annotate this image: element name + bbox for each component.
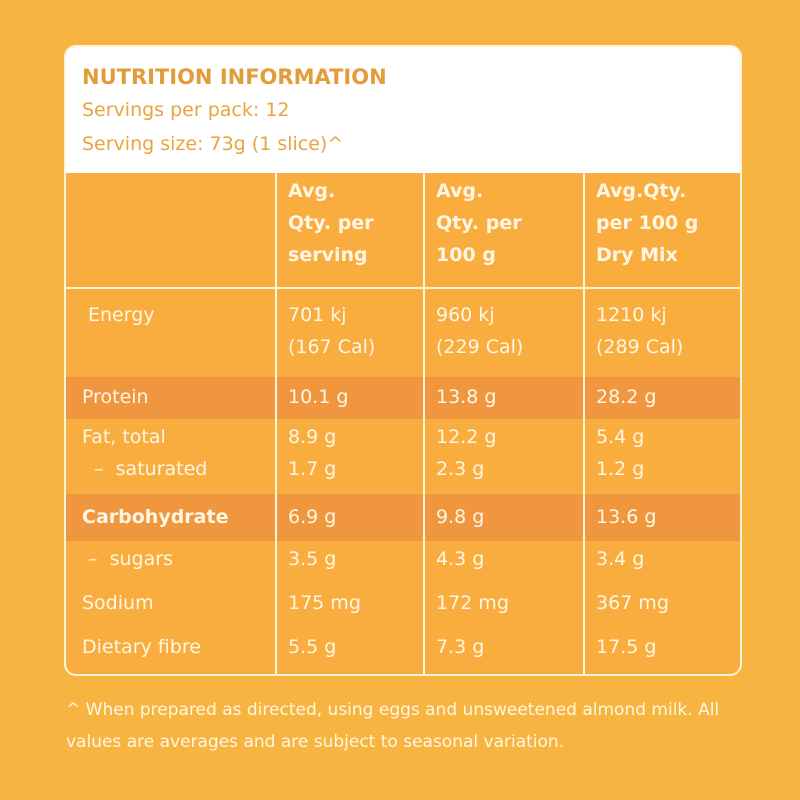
row-label: Sodium — [82, 592, 154, 614]
header-divider — [66, 287, 740, 289]
row-value: 3.4 g — [596, 548, 645, 570]
column-divider — [423, 173, 425, 674]
row-value: 6.9 g — [288, 506, 337, 528]
protein-band — [66, 377, 740, 419]
row-value: 13.8 g — [436, 386, 497, 408]
servings-per-pack: Servings per pack: 12 — [82, 99, 290, 121]
row-value: 5.5 g — [288, 636, 337, 658]
row-label: Dietary fibre — [82, 636, 201, 658]
row-value: 9.8 g — [436, 506, 485, 528]
row-value: 8.9 g 1.7 g — [288, 426, 337, 480]
row-value: 367 mg — [596, 592, 669, 614]
row-value: 10.1 g — [288, 386, 349, 408]
row-value: 1210 kj (289 Cal) — [596, 304, 684, 358]
footnote: ^ When prepared as directed, using eggs … — [66, 700, 720, 752]
row-value: 960 kj (229 Cal) — [436, 304, 524, 358]
row-label: Protein — [82, 386, 149, 408]
column-header: Avg. Qty. per serving — [288, 180, 374, 266]
carbohydrate-band — [66, 494, 740, 541]
serving-size: Serving size: 73g (1 slice)^ — [82, 133, 344, 155]
row-value: 172 mg — [436, 592, 509, 614]
row-value: 17.5 g — [596, 636, 657, 658]
row-value: 12.2 g 2.3 g — [436, 426, 497, 480]
row-label: Fat, total – saturated — [82, 426, 208, 480]
row-value: 28.2 g — [596, 386, 657, 408]
row-value: 4.3 g — [436, 548, 485, 570]
row-value: 175 mg — [288, 592, 361, 614]
row-label: Carbohydrate — [82, 506, 229, 528]
row-value: 701 kj (167 Cal) — [288, 304, 376, 358]
row-value: 13.6 g — [596, 506, 657, 528]
nutrition-header: NUTRITION INFORMATION Servings per pack:… — [66, 47, 740, 173]
column-header: Avg. Qty. per 100 g — [436, 180, 522, 266]
row-label: – sugars — [82, 548, 173, 570]
column-divider — [583, 173, 585, 674]
row-label: Energy — [88, 304, 155, 326]
column-header: Avg.Qty. per 100 g Dry Mix — [596, 180, 699, 266]
row-value: 5.4 g 1.2 g — [596, 426, 645, 480]
title: NUTRITION INFORMATION — [82, 65, 387, 89]
row-value: 3.5 g — [288, 548, 337, 570]
row-value: 7.3 g — [436, 636, 485, 658]
nutrition-panel: NUTRITION INFORMATION Servings per pack:… — [64, 45, 742, 676]
column-divider — [275, 173, 277, 674]
